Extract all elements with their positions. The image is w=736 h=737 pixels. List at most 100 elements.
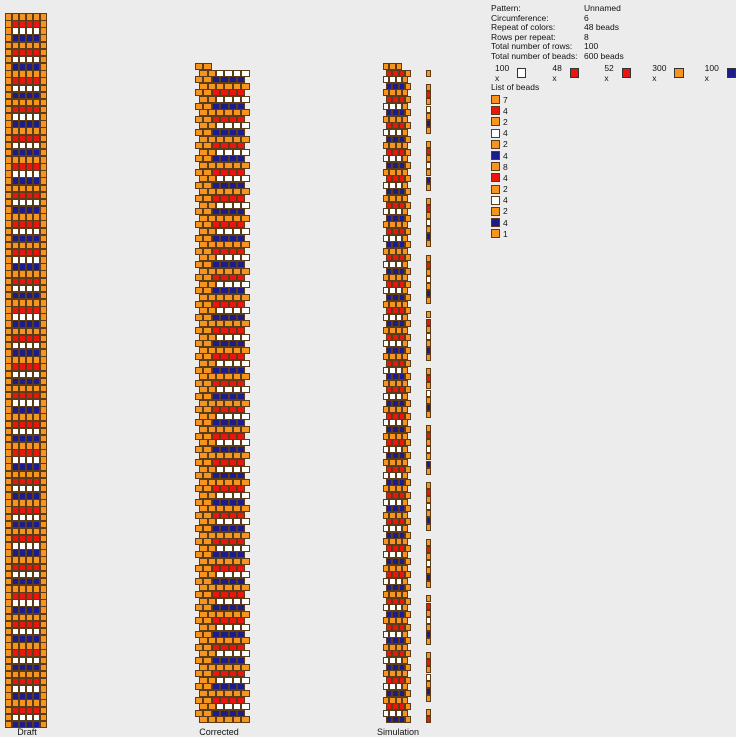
simulation-bead bbox=[401, 472, 409, 480]
corrected-bead bbox=[211, 366, 221, 374]
corrected-bead bbox=[241, 703, 250, 711]
list-item: 4 bbox=[491, 150, 539, 161]
corrected-bead bbox=[237, 181, 246, 189]
simulation-bead bbox=[398, 571, 406, 579]
draft-bead bbox=[12, 577, 19, 586]
list-item: 2 bbox=[491, 184, 539, 195]
simulation-bead bbox=[392, 360, 399, 367]
corrected-bead bbox=[207, 386, 216, 394]
simulation-bead bbox=[405, 135, 412, 143]
draft-bead bbox=[40, 299, 47, 307]
simulation-bead bbox=[398, 663, 406, 671]
corrected-bead bbox=[232, 201, 242, 209]
corrected-bead bbox=[199, 96, 208, 103]
corrected-bead bbox=[228, 485, 237, 493]
draft-bead bbox=[26, 48, 33, 57]
draft-bead bbox=[5, 191, 12, 200]
corrected-bead bbox=[199, 320, 208, 328]
simulation-bead bbox=[386, 346, 393, 354]
corrected-bead bbox=[199, 346, 208, 354]
draft-bead bbox=[12, 98, 19, 107]
strip-bead bbox=[426, 396, 431, 404]
corrected-bead bbox=[220, 313, 229, 321]
simulation-bead bbox=[383, 63, 390, 70]
draft-bead bbox=[40, 27, 47, 35]
corrected-bead bbox=[211, 564, 221, 572]
draft-bead bbox=[26, 34, 33, 42]
draft-bead bbox=[19, 513, 26, 522]
simulation-bead bbox=[398, 492, 406, 499]
simulation-bead bbox=[392, 228, 399, 235]
draft-bead bbox=[12, 356, 19, 364]
corrected-bead bbox=[216, 135, 225, 143]
simulation-bead bbox=[395, 657, 402, 664]
draft-bead bbox=[33, 27, 40, 35]
simulation-bead bbox=[389, 89, 396, 97]
draft-bead bbox=[5, 241, 12, 250]
corrected-bead bbox=[237, 419, 246, 427]
draft-bead bbox=[40, 692, 47, 700]
corrected-bead bbox=[199, 109, 208, 117]
draft-bead bbox=[26, 391, 33, 400]
draft-bead bbox=[33, 706, 40, 715]
draft-bead bbox=[5, 463, 12, 471]
strip-bead bbox=[426, 155, 431, 163]
draft-bead bbox=[12, 320, 19, 328]
draft-bead bbox=[19, 585, 26, 593]
corrected-bead bbox=[220, 696, 229, 704]
corrected-bead bbox=[232, 162, 242, 169]
simulation-bead bbox=[395, 683, 402, 691]
draft-bead bbox=[26, 585, 33, 593]
simulation-bead bbox=[392, 399, 399, 407]
simulation-bead bbox=[401, 208, 409, 216]
corrected-bead bbox=[228, 472, 237, 480]
corrected-bead bbox=[241, 676, 250, 684]
strip-bead bbox=[426, 204, 431, 212]
corrected-bead bbox=[237, 630, 246, 638]
draft-bead bbox=[5, 177, 12, 185]
draft-bead bbox=[26, 592, 33, 600]
corrected-bead bbox=[203, 419, 212, 427]
corrected-bead bbox=[207, 162, 216, 169]
corrected-bead bbox=[211, 511, 221, 519]
simulation-bead bbox=[383, 327, 390, 334]
corrected-bead bbox=[241, 637, 250, 645]
corrected-bead bbox=[237, 498, 246, 506]
simulation-bead bbox=[405, 109, 412, 117]
draft-bead bbox=[5, 642, 12, 650]
draft-bead bbox=[19, 191, 26, 200]
draft-bead bbox=[40, 677, 47, 686]
corrected-bead bbox=[199, 478, 208, 486]
corrected-bead bbox=[199, 307, 208, 315]
corrected-bead bbox=[199, 716, 208, 724]
corrected-bead bbox=[237, 102, 246, 110]
simulation-bead bbox=[383, 353, 390, 361]
draft-bead bbox=[33, 48, 40, 57]
corrected-bead bbox=[232, 426, 242, 433]
corrected-bead bbox=[224, 386, 233, 394]
draft-bead bbox=[40, 556, 47, 564]
draft-bead bbox=[33, 685, 40, 693]
corrected-bead bbox=[228, 670, 237, 678]
draft-bead bbox=[33, 177, 40, 185]
simulation-bead bbox=[395, 102, 402, 110]
simulation-bead bbox=[392, 214, 399, 222]
draft-bead bbox=[5, 391, 12, 400]
strip-bead bbox=[426, 623, 431, 631]
simulation-bead bbox=[383, 709, 390, 717]
simulation-bead bbox=[392, 663, 399, 671]
draft-bead bbox=[33, 699, 40, 707]
corrected-bead bbox=[203, 498, 212, 506]
draft-bead bbox=[33, 420, 40, 429]
draft-bead bbox=[26, 313, 33, 321]
simulation-bead bbox=[392, 716, 399, 724]
draft-bead bbox=[26, 699, 33, 707]
corrected-bead bbox=[220, 459, 229, 466]
corrected-bead bbox=[199, 465, 208, 473]
simulation-bead bbox=[386, 624, 393, 631]
simulation-bead bbox=[398, 478, 406, 486]
corrected-bead bbox=[241, 386, 250, 394]
corrected-bead bbox=[232, 175, 242, 183]
draft-bead bbox=[19, 427, 26, 436]
corrected-bead bbox=[228, 604, 237, 612]
